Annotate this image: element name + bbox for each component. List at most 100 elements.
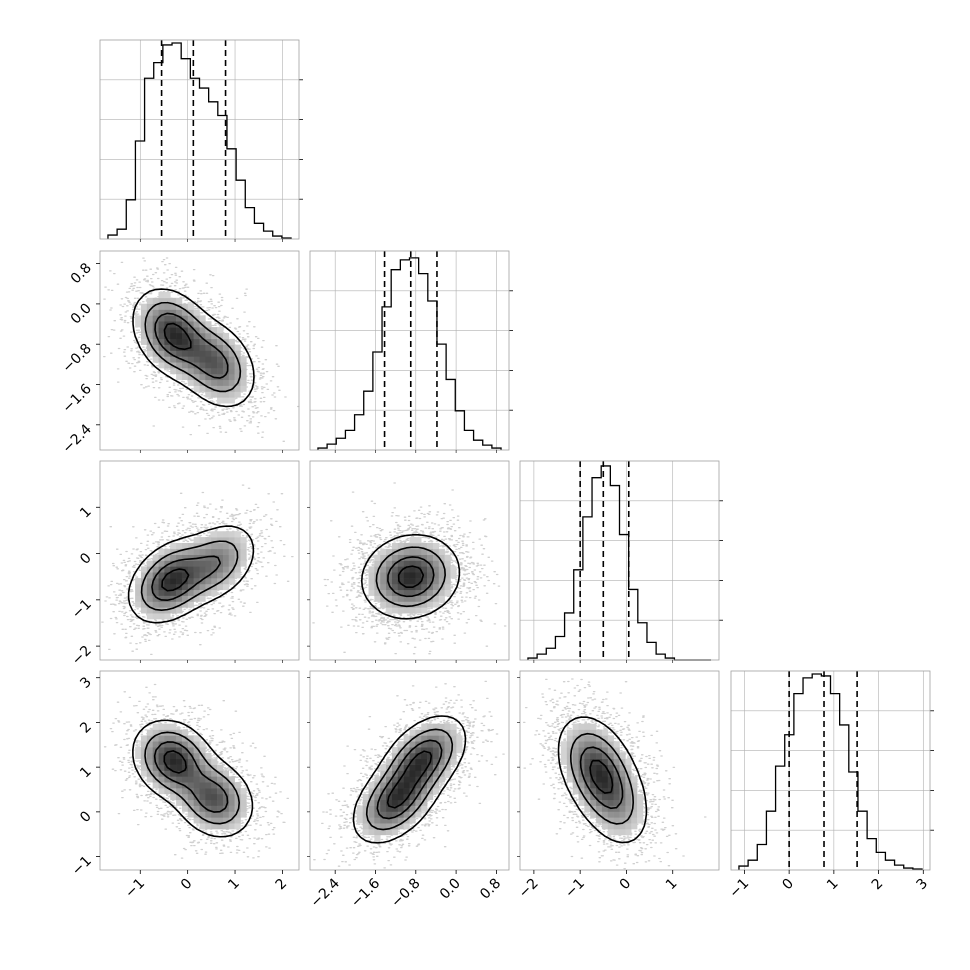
density-cell <box>193 566 200 573</box>
contour-line <box>386 750 433 809</box>
histogram-line <box>107 42 292 239</box>
density-cell <box>140 741 148 748</box>
density-cell <box>427 729 434 736</box>
density-cell <box>391 811 399 818</box>
density-cell <box>228 373 235 381</box>
density-cell <box>601 782 609 789</box>
density-cell <box>170 776 177 783</box>
y-tick-label: 1 <box>77 504 95 522</box>
density-cell <box>240 554 247 561</box>
density-cell <box>158 735 165 742</box>
density-cell <box>625 793 632 801</box>
density-cell <box>572 770 579 777</box>
density-cell <box>199 788 206 795</box>
density-cell <box>240 811 247 818</box>
y-tick-label: −1 <box>69 596 95 622</box>
density-cell <box>607 735 614 742</box>
density-cell <box>438 589 445 596</box>
density-cell <box>601 799 609 806</box>
density-cell <box>601 758 609 765</box>
density-cell <box>374 554 381 561</box>
density-cell <box>613 829 620 836</box>
density-cell <box>601 735 609 742</box>
density-cell <box>152 583 159 591</box>
density-cell <box>391 799 399 806</box>
density-cell <box>199 793 206 801</box>
density-cell <box>403 548 410 555</box>
density-cell <box>187 793 194 801</box>
density-cell <box>158 327 165 334</box>
density-cell <box>181 303 189 310</box>
x-tick-label: −1 <box>562 876 588 902</box>
density-cell <box>409 770 416 777</box>
density-cell <box>374 776 381 783</box>
density-cell <box>432 542 440 550</box>
density-cell <box>584 776 591 783</box>
contour-line <box>376 739 443 820</box>
density-cell <box>211 758 218 765</box>
density-cell <box>205 811 212 818</box>
density-cell <box>211 327 218 334</box>
density-cell <box>356 805 363 812</box>
density-cell <box>397 741 404 748</box>
density-cell <box>158 309 165 316</box>
density-cell <box>578 776 585 783</box>
density-cell <box>403 776 410 783</box>
density-cell <box>438 776 445 783</box>
density-cell <box>176 607 183 614</box>
density-cell <box>380 554 387 561</box>
x-tick-label: 1 <box>663 876 681 894</box>
density-cell <box>584 770 591 777</box>
density-cell <box>391 805 399 812</box>
density-cell <box>193 327 200 334</box>
density-cell <box>176 589 183 596</box>
density-cell <box>572 764 579 771</box>
density-cell <box>152 729 159 736</box>
density-cell <box>421 554 428 561</box>
density-cell <box>584 723 591 730</box>
density-cell <box>432 595 440 602</box>
density-cell <box>222 531 230 538</box>
density-cell <box>205 356 212 363</box>
histogram-line <box>527 465 712 661</box>
density-cell <box>217 566 224 573</box>
density-cell <box>193 793 200 801</box>
density-cell <box>584 758 591 765</box>
density-cell <box>176 548 183 555</box>
density-cell <box>199 373 206 381</box>
density-cell <box>572 788 579 795</box>
density-cell <box>444 589 451 596</box>
density-cell <box>625 823 632 830</box>
density-cell <box>421 776 428 783</box>
y-tick-label: 0.8 <box>68 260 95 287</box>
density-cell <box>432 758 440 765</box>
density-cell <box>211 332 218 340</box>
density-cell <box>146 770 153 777</box>
density-cell <box>222 391 230 398</box>
density-cell <box>421 601 428 608</box>
x-tick-label: −1 <box>122 876 148 902</box>
density-cell <box>228 344 235 351</box>
density-cell <box>193 741 200 748</box>
density-cell <box>164 758 171 765</box>
panel-frame <box>309 670 510 871</box>
density-cell <box>181 338 189 345</box>
density-cell <box>391 764 399 771</box>
density-cell <box>386 811 393 818</box>
density-cell <box>613 752 620 760</box>
density-cell <box>211 782 218 789</box>
density-cell <box>181 805 189 812</box>
density-cell <box>222 776 230 783</box>
density-cell <box>240 379 247 386</box>
density-cell <box>170 752 177 760</box>
x-tick-label: 1 <box>225 876 243 894</box>
density-cell <box>444 741 451 748</box>
density-cell <box>146 729 153 736</box>
density-cell <box>415 595 422 602</box>
density-cell <box>234 566 241 573</box>
density-cell <box>374 793 381 801</box>
density-cell <box>181 554 189 561</box>
contour-line <box>557 716 648 844</box>
density-cell <box>613 776 620 783</box>
density-cell <box>158 297 165 304</box>
